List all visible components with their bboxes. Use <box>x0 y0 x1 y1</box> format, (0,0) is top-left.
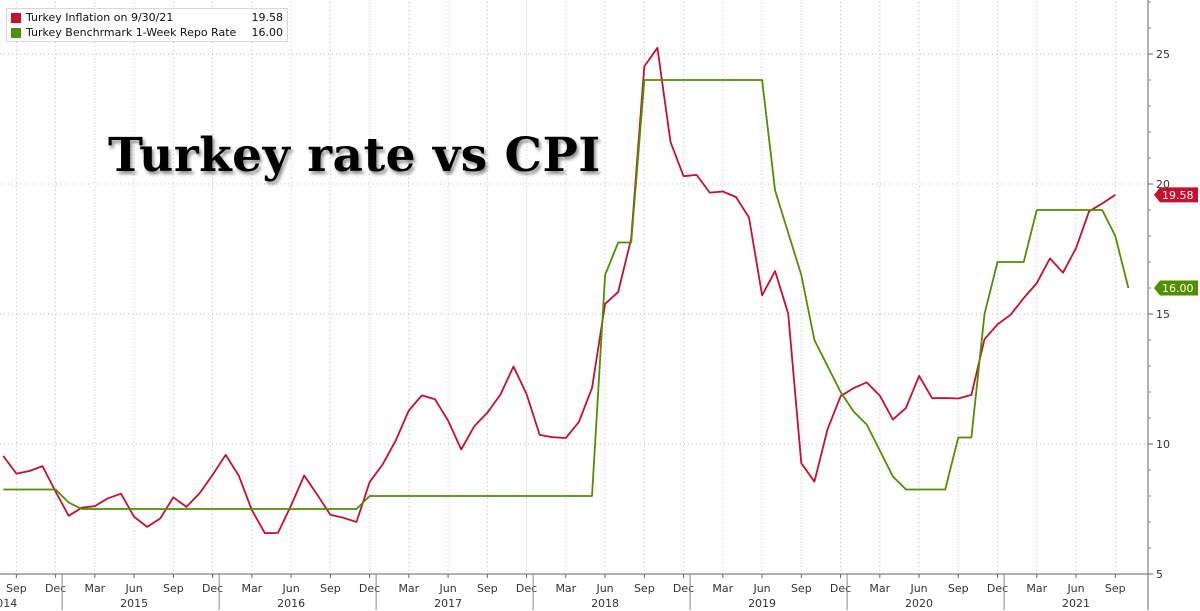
x-tick-label: Sep <box>1105 582 1126 595</box>
y-tick-label: 15 <box>1156 308 1170 321</box>
y-tick-label: 25 <box>1156 48 1170 61</box>
year-label: 2018 <box>591 597 619 610</box>
chart-title: Turkey rate vs CPI <box>108 128 601 183</box>
x-tick-label: Dec <box>516 582 537 595</box>
legend-label-inflation: Turkey Inflation on 9/30/21 <box>26 11 174 24</box>
chart-gridlines <box>0 2 1148 575</box>
x-tick-label: Dec <box>359 582 380 595</box>
x-tick-label: Dec <box>202 582 223 595</box>
legend-label-repo-rate: Turkey Benchrmark 1-Week Repo Rate <box>26 26 237 39</box>
x-tick-label: Jun <box>909 582 927 595</box>
x-tick-label: Jun <box>281 582 299 595</box>
last-value-text-inflation: 19.58 <box>1162 189 1194 202</box>
year-label: 2020 <box>905 597 933 610</box>
last-value-tag-inflation <box>1154 187 1198 203</box>
last-value-tag-repo-rate <box>1154 280 1198 296</box>
chart-legend: Turkey Inflation on 9/30/21 19.58 Turkey… <box>6 8 288 42</box>
legend-item-repo-rate: Turkey Benchrmark 1-Week Repo Rate 16.00 <box>11 25 283 40</box>
legend-swatch-inflation <box>11 12 21 23</box>
x-tick-label: Dec <box>830 582 851 595</box>
x-tick-label: Jun <box>125 582 143 595</box>
legend-item-inflation: Turkey Inflation on 9/30/21 19.58 <box>11 10 283 25</box>
x-tick-label: Dec <box>987 582 1008 595</box>
legend-swatch-repo-rate <box>11 27 21 38</box>
x-tick-label: Jun <box>1066 582 1084 595</box>
x-tick-label: Mar <box>869 582 890 595</box>
x-tick-label: Sep <box>477 582 498 595</box>
x-tick-label: Sep <box>791 582 812 595</box>
year-label: 2017 <box>434 597 462 610</box>
chart-series <box>2 46 1130 535</box>
x-tick-label: Mar <box>398 582 419 595</box>
series-line-inflation <box>2 46 1116 535</box>
legend-value-repo-rate: 16.00 <box>251 26 284 39</box>
last-value-text-repo-rate: 16.00 <box>1162 282 1194 295</box>
x-tick-label: Mar <box>555 582 576 595</box>
x-tick-label: Dec <box>45 582 66 595</box>
x-tick-label: Mar <box>712 582 733 595</box>
y-tick-label: 5 <box>1156 568 1163 581</box>
x-tick-label: Mar <box>1026 582 1047 595</box>
x-tick-label: Sep <box>163 582 184 595</box>
x-tick-label: Sep <box>634 582 655 595</box>
year-label: 2016 <box>277 597 305 610</box>
last-value-tags: 19.58 16.00 <box>1154 187 1198 296</box>
x-tick-label: Sep <box>948 582 969 595</box>
x-tick-label: Dec <box>673 582 694 595</box>
year-label: 2021 <box>1062 597 1090 610</box>
year-label: 2014 <box>0 597 17 610</box>
year-label: 2015 <box>120 597 148 610</box>
x-tick-label: Mar <box>241 582 262 595</box>
x-tick-label: Jun <box>752 582 770 595</box>
year-label: 2019 <box>748 597 776 610</box>
x-tick-label: Sep <box>320 582 341 595</box>
y-tick-label: 10 <box>1156 438 1170 451</box>
x-tick-label: Sep <box>6 582 27 595</box>
legend-value-inflation: 19.58 <box>251 11 284 24</box>
x-tick-label: Jun <box>438 582 456 595</box>
x-tick-label: Jun <box>595 582 613 595</box>
x-tick-label: Mar <box>84 582 105 595</box>
